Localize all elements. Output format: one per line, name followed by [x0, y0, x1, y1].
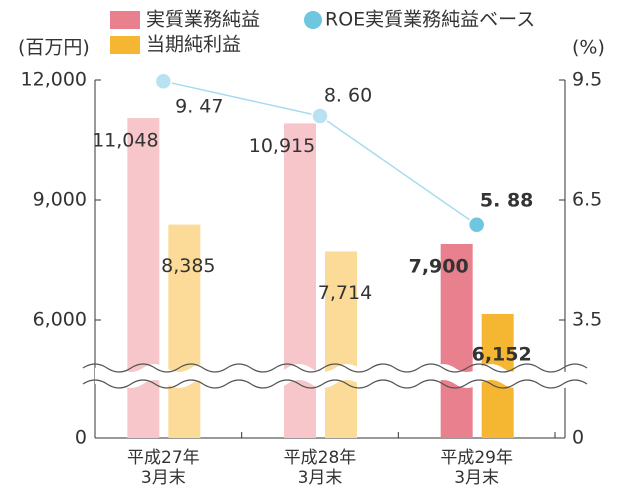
data-label: 10,915	[249, 135, 315, 157]
y2-tick-label: 3.5	[572, 309, 602, 331]
x-tick-label: 平成27年 3月末	[127, 448, 200, 488]
x-tick-label: 平成28年 3月末	[283, 448, 357, 488]
data-label: 6,152	[472, 343, 532, 365]
legend-marker	[304, 11, 322, 29]
y-tick-label: 0	[75, 427, 87, 449]
bar	[168, 224, 201, 438]
data-label: 11,048	[92, 130, 158, 152]
data-label: 8,385	[161, 255, 215, 277]
bar	[127, 118, 160, 438]
line-point	[154, 72, 173, 90]
legend-label: ROE実質業務純益ベース	[325, 9, 535, 31]
data-label: 5. 88	[480, 189, 534, 211]
line-point	[311, 107, 329, 125]
legend-label: 当期純利益	[146, 34, 241, 56]
bar	[440, 244, 473, 438]
legend-label: 実質業務純益	[146, 9, 260, 31]
data-label: 9. 47	[175, 96, 223, 118]
y-tick-label: 6,000	[33, 309, 87, 331]
x-tick-label: 平成29年 3月末	[440, 448, 513, 488]
y2-tick-label: 6.5	[572, 189, 602, 211]
data-label: 7,714	[318, 282, 372, 304]
axis-break	[82, 363, 588, 389]
y-tick-label: 12,000	[21, 69, 87, 91]
y2-tick-label: 9.5	[572, 69, 602, 91]
bar	[284, 123, 316, 439]
legend-marker	[110, 11, 140, 29]
y-axis-label: (百万円)	[18, 37, 90, 59]
legend-marker	[110, 36, 140, 54]
data-label: 8. 60	[324, 85, 372, 107]
y-tick-label: 9,000	[33, 189, 87, 211]
y2-tick-label: 0	[572, 427, 584, 449]
y2-axis-label: (%)	[572, 37, 605, 59]
data-label: 7,900	[409, 256, 469, 278]
bar	[325, 251, 357, 438]
line-point	[467, 216, 486, 234]
